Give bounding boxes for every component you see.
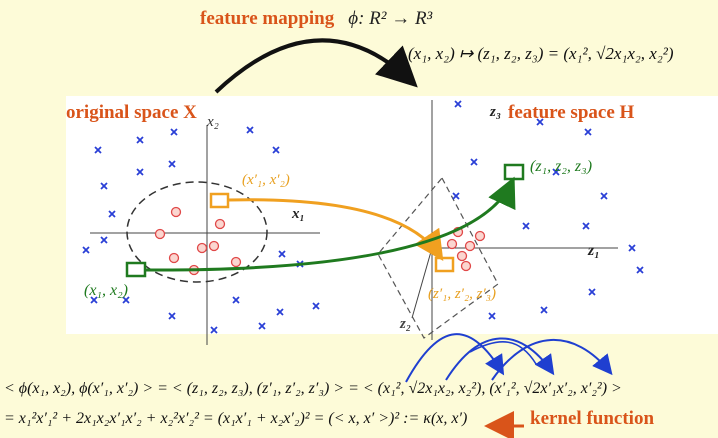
cross-marker: [108, 210, 116, 218]
cross-marker: [90, 296, 98, 304]
cross-marker: [246, 126, 254, 134]
green-point-box-right: [503, 163, 525, 181]
cross-marker: [210, 326, 218, 334]
circle-marker: [168, 252, 180, 264]
orange-point-box-right: [434, 256, 455, 273]
left-axes: [90, 125, 320, 345]
separating-plane: [377, 176, 499, 339]
map-signature: ϕ: R² → R³: [348, 8, 433, 29]
kernel-function-label: kernel function: [530, 408, 655, 429]
cross-marker: [170, 128, 178, 136]
cross-marker: [584, 128, 592, 136]
green-point-label-right: (z₁, z₂, z₃): [530, 158, 593, 175]
kernel-expansion-equation: = x₁²x′₁² + 2x₁x₂x′₁x′₂ + x₂²x′₂² = (x₁x…: [4, 410, 468, 427]
cross-marker: [452, 192, 460, 200]
cross-marker: [136, 168, 144, 176]
cross-marker: [636, 266, 644, 274]
cross-marker: [470, 158, 478, 166]
diagram-title: feature mapping ϕ: R² → R³: [200, 8, 432, 30]
cross-marker: [94, 146, 102, 154]
green-mapping-arrow: [144, 176, 516, 272]
circle-marker: [446, 238, 458, 250]
feature-space-label: feature space H: [508, 102, 635, 123]
green-point-box-left: [125, 261, 147, 278]
circle-marker: [214, 218, 226, 230]
cross-marker: [168, 160, 176, 168]
map-formula: (x₁, x₂) ↦ (z₁, z₂, z₃) = (x₁², √2x₁x₂, …: [408, 44, 674, 63]
cross-marker: [100, 182, 108, 190]
cross-marker: [540, 306, 548, 314]
original-space-label: original space X: [66, 102, 197, 123]
axis-x1-label: x₁: [292, 206, 305, 222]
cross-marker: [258, 322, 266, 330]
cross-marker: [272, 146, 280, 154]
circle-marker: [154, 228, 166, 240]
orange-point-label-right: (z′₁, z′₂, z′₃): [428, 286, 496, 302]
term-correspondence-curves: [405, 333, 613, 383]
mapping-arrow: [214, 38, 418, 94]
cross-marker: [136, 136, 144, 144]
orange-point-box-left: [209, 192, 230, 209]
cross-marker: [582, 222, 590, 230]
cross-marker: [488, 312, 496, 320]
decision-boundary-ellipse: [126, 181, 268, 283]
circle-marker: [460, 260, 472, 272]
cross-marker: [312, 302, 320, 310]
circle-marker: [170, 206, 182, 218]
cross-marker: [552, 168, 560, 176]
orange-point-label-left: (x′₁, x′₂): [242, 172, 290, 188]
circle-marker: [474, 230, 486, 242]
axis-z3-label: z₃: [490, 104, 502, 120]
circle-marker: [456, 250, 468, 262]
circle-marker: [196, 242, 208, 254]
cross-marker: [232, 296, 240, 304]
cross-marker: [536, 118, 544, 126]
axis-x2-label: x₂: [207, 114, 219, 130]
cross-marker: [628, 244, 636, 252]
inner-product-equation: < ϕ(x₁, x₂), ϕ(x′₁, x′₂) > = < (z₁, z₂, …: [4, 380, 622, 397]
cross-marker: [600, 192, 608, 200]
cross-marker: [278, 250, 286, 258]
axis-z1-label: z₁: [588, 242, 600, 259]
circle-marker: [230, 256, 242, 268]
cross-marker: [82, 246, 90, 254]
green-point-label-left: (x₁, x₂): [84, 282, 128, 299]
circle-marker: [208, 240, 220, 252]
cross-marker: [122, 296, 130, 304]
title-text: feature mapping: [200, 8, 335, 29]
cross-marker: [588, 288, 596, 296]
cross-marker: [454, 100, 462, 108]
negative-samples: [82, 100, 644, 334]
cross-marker: [168, 312, 176, 320]
cross-marker: [100, 236, 108, 244]
cross-marker: [522, 222, 530, 230]
axis-z2-label: z₂: [400, 316, 412, 332]
circle-marker: [464, 240, 476, 252]
right-axes: [411, 100, 618, 340]
cross-marker: [276, 308, 284, 316]
